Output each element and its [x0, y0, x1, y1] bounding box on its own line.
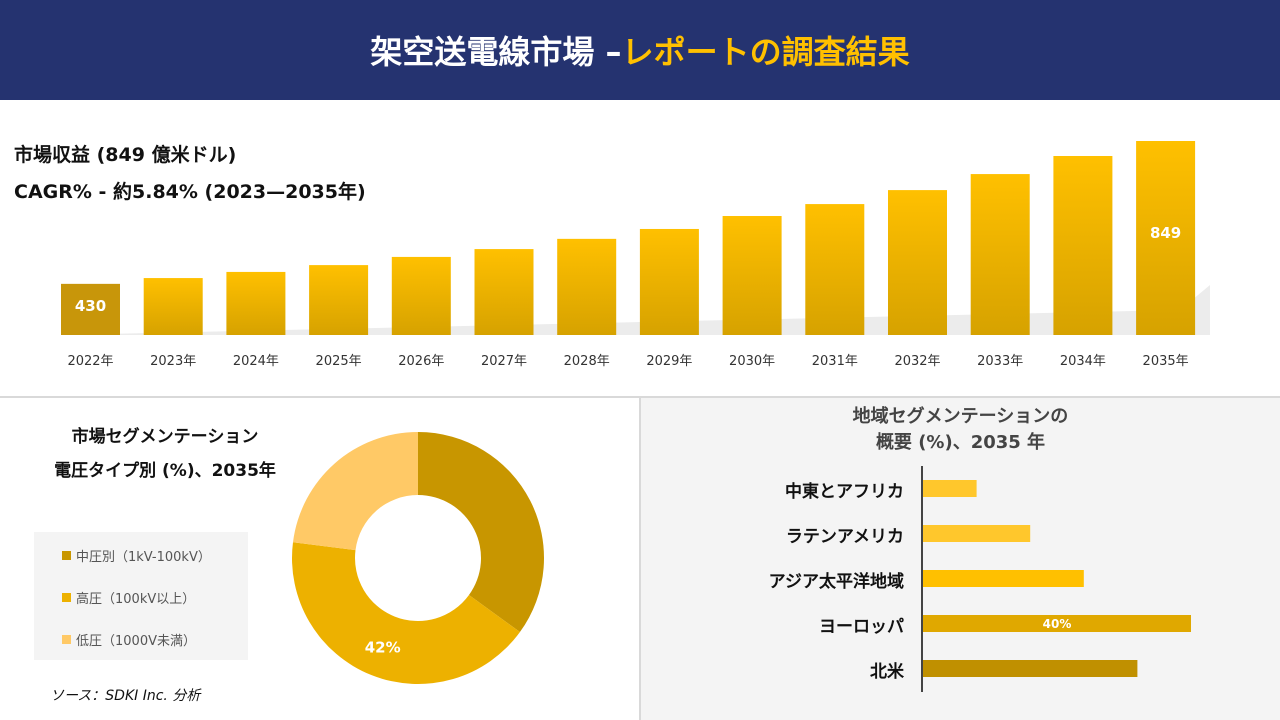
x-tick-label: 2026年	[398, 354, 444, 369]
legend-label: 中圧別（1kV-100kV）	[76, 550, 211, 565]
bar-2025年	[309, 265, 369, 335]
region-bar-data-label: 40%	[1043, 617, 1072, 631]
region-chart-title: 地域セグメンテーションの 概要 (%)、2035 年	[641, 404, 1280, 456]
bar-data-label: 849	[1150, 224, 1181, 242]
x-tick-label: 2022年	[67, 354, 113, 369]
region-label: 北米	[870, 662, 904, 682]
bar-2028年	[557, 238, 617, 335]
bar-2026年	[391, 256, 451, 335]
legend-swatch	[62, 593, 71, 602]
region-label: ヨーロッパ	[819, 617, 904, 637]
region-bar	[923, 615, 1191, 632]
page-header: 架空送電線市場 – レポートの調査結果	[0, 0, 1280, 100]
cagr-stat: CAGR% - 約5.84% (2023—2035年)	[14, 181, 366, 203]
bar-2032年	[888, 190, 947, 335]
donut-slice	[292, 542, 520, 685]
x-tick-label: 2023年	[150, 354, 196, 369]
bar-2031年	[805, 204, 865, 335]
region-bar	[923, 525, 1031, 542]
legend-item: 中圧別（1kV-100kV）	[62, 546, 211, 565]
revenue-bar-chart: 2022年 430 2023年 2024年 2025年 2026年 2027年 2028年 20…	[60, 141, 1210, 369]
region-title-line2: 概要 (%)、2035 年	[875, 432, 1046, 453]
bar-2033年	[970, 174, 1030, 335]
slice-data-label: 42%	[365, 638, 401, 656]
bar-2027年	[474, 249, 534, 335]
bar-2030年	[722, 216, 782, 335]
x-tick-label: 2035年	[1143, 354, 1189, 369]
region-title-line1: 地域セグメンテーションの	[852, 406, 1069, 427]
legend-label: 低圧（1000V未満）	[76, 634, 196, 649]
x-tick-label: 2029年	[646, 354, 692, 369]
x-tick-label: 2032年	[894, 354, 940, 369]
region-bar	[923, 570, 1084, 587]
x-tick-label: 2030年	[729, 354, 775, 369]
voltage-seg-title-2: 電圧タイプ別 (%)、2035年	[54, 461, 276, 481]
legend-swatch	[62, 635, 71, 644]
voltage-donut-chart: 42%	[292, 432, 544, 685]
source-note: ソース：SDKI Inc. 分析	[50, 688, 201, 704]
bar-2035年	[1136, 141, 1196, 335]
bar-2024年	[226, 271, 286, 335]
region-bar	[923, 660, 1138, 677]
bar-2022年	[61, 283, 120, 335]
x-tick-label: 2024年	[233, 354, 279, 369]
legend-swatch	[62, 551, 71, 560]
region-label: 中東とアフリカ	[785, 482, 904, 502]
region-bar-chart: 40%	[921, 466, 1191, 692]
legend-item: 高圧（100kV以上）	[62, 588, 195, 607]
divider	[0, 396, 1280, 398]
bar-2034年	[1053, 156, 1113, 335]
donut-slice	[418, 432, 544, 633]
bar-data-label: 430	[75, 297, 106, 315]
revenue-stat: 市場収益 (849 億米ドル)	[14, 144, 237, 166]
x-tick-label: 2028年	[564, 354, 610, 369]
x-tick-label: 2031年	[812, 354, 858, 369]
title-main: 架空送電線市場 –	[370, 33, 622, 71]
donut-slice	[292, 432, 418, 551]
voltage-seg-title-1: 市場セグメンテーション	[71, 427, 259, 447]
legend-item: 低圧（1000V未満）	[62, 630, 196, 649]
region-bar	[923, 480, 977, 497]
x-tick-label: 2034年	[1060, 354, 1106, 369]
divider	[639, 398, 641, 720]
title-accent: レポートの調査結果	[621, 33, 910, 71]
x-tick-label: 2033年	[977, 354, 1023, 369]
bar-2029年	[639, 228, 699, 335]
region-label: ラテンアメリカ	[785, 527, 904, 547]
bar-2023年	[143, 278, 203, 335]
region-label: アジア太平洋地域	[768, 572, 904, 592]
donut-legend: 中圧別（1kV-100kV） 高圧（100kV以上） 低圧（1000V未満）	[34, 532, 248, 660]
x-tick-label: 2027年	[481, 354, 527, 369]
x-tick-label: 2025年	[316, 354, 362, 369]
legend-label: 高圧（100kV以上）	[76, 592, 196, 607]
